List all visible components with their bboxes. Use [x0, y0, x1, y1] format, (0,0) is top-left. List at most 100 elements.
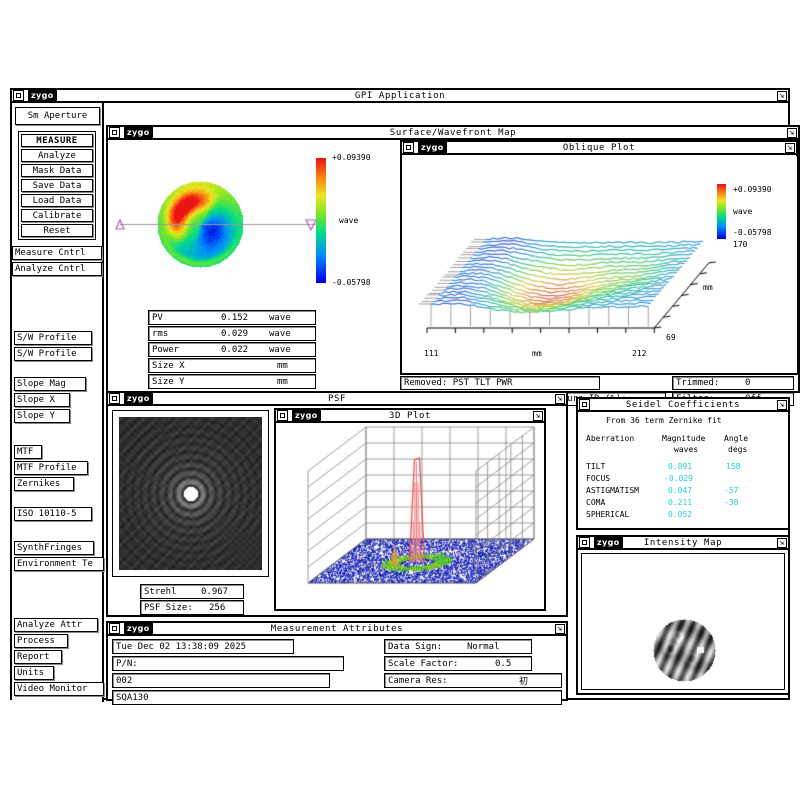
psf-zygo-logo: zygo [124, 393, 153, 404]
slope-mag-button[interactable]: Slope Mag [14, 377, 86, 391]
plot3d-titlebar[interactable]: zygo 3D Plot [276, 410, 544, 423]
environment-button[interactable]: Environment Te [14, 557, 104, 571]
units-button[interactable]: Units [14, 666, 54, 680]
oblique-plot-resize-icon[interactable] [785, 142, 795, 153]
seidel-window: Seidel Coefficients From 36 term Zernike… [576, 397, 790, 530]
surface-map-resize-icon[interactable] [787, 127, 797, 138]
synth-fringes-button[interactable]: SynthFringes [14, 541, 94, 555]
mtf-button[interactable]: MTF [14, 445, 42, 459]
intensity-map-system-menu-icon[interactable] [579, 537, 590, 548]
psf-system-menu-icon[interactable] [109, 393, 120, 404]
report-button[interactable]: Report [14, 650, 62, 664]
slope-y-button[interactable]: Slope Y [14, 409, 70, 423]
data-sign-field[interactable]: Data Sign: Normal [384, 639, 532, 654]
oblique-x-min-label: 111 [424, 349, 439, 358]
intensity-map-body[interactable] [578, 550, 788, 693]
seidel-titlebar[interactable]: Seidel Coefficients [578, 399, 788, 412]
trimmed-label: Trimmed: [676, 378, 720, 388]
oblique-plot-canvas-wrap[interactable] [403, 156, 797, 373]
timestamp-field[interactable]: Tue Dec 02 13:38:09 2025 [112, 639, 294, 654]
iso-10110-5-button[interactable]: ISO 10110-5 [14, 507, 92, 521]
scale-factor-field[interactable]: Scale Factor: 0.5 [384, 656, 532, 671]
scale-factor-label: Scale Factor: [388, 658, 459, 669]
process-button[interactable]: Process [14, 634, 68, 648]
save-data-button[interactable]: Save Data [21, 179, 93, 192]
surface-wavefront-map-window: zygo Surface/Wavefront Map +0.09390 wave… [106, 125, 800, 406]
stat-rms-unit: wave [269, 328, 291, 339]
intensity-map-titlebar[interactable]: zygo Intensity Map [578, 537, 788, 550]
seidel-row-astigmatism-magnitude: 0.047 [668, 486, 693, 495]
zygo-logo: zygo [28, 90, 57, 101]
analyze-cntrl-button[interactable]: Analyze Cntrl [12, 262, 102, 276]
stat-size-y[interactable]: Size Y mm [148, 374, 316, 389]
system-menu-icon[interactable] [13, 90, 24, 101]
surface-map-colorbar-unit: wave [339, 216, 359, 225]
part-number-label: P/N: [116, 658, 138, 669]
serial-field[interactable]: 002 [112, 673, 330, 688]
plot3d-resize-icon[interactable] [533, 410, 543, 421]
measure-cntrl-button[interactable]: Measure Cntrl [12, 246, 102, 260]
psf-size-field[interactable]: PSF Size: 256 [140, 600, 244, 615]
part-id-field[interactable]: SQA130 [112, 690, 562, 705]
stat-power-label: Power [152, 344, 180, 355]
meas-attr-system-menu-icon[interactable] [109, 623, 120, 634]
oblique-colorbar-max: +0.09390 [733, 185, 772, 194]
slope-x-button[interactable]: Slope X [14, 393, 70, 407]
trimmed-value: 0 [745, 378, 751, 388]
strehl-field[interactable]: Strehl 0.967 [140, 584, 244, 599]
surface-map-plot[interactable] [110, 142, 394, 307]
reset-button[interactable]: Reset [21, 224, 93, 237]
resize-icon[interactable] [777, 90, 787, 101]
zernikes-button[interactable]: Zernikes [14, 477, 74, 491]
sw-profile-button-1[interactable]: S/W Profile [14, 331, 92, 345]
sw-profile-button-2[interactable]: S/W Profile [14, 347, 92, 361]
seidel-row-spherical-name: SPHERICAL [586, 510, 630, 519]
mask-data-button[interactable]: Mask Data [21, 164, 93, 177]
plot3d-body[interactable] [276, 423, 544, 609]
oblique-plot-colorbar [717, 184, 726, 239]
intensity-map-resize-icon[interactable] [777, 537, 787, 548]
analyze-attr-button[interactable]: Analyze Attr [14, 618, 98, 632]
video-monitor-button[interactable]: Video Monitor [14, 682, 104, 696]
meas-attr-titlebar[interactable]: zygo Measurement Attributes [108, 623, 566, 636]
calibrate-button[interactable]: Calibrate [21, 209, 93, 222]
measure-button-group: MEASURE Analyze Mask Data Save Data Load… [18, 131, 96, 240]
plot3d-system-menu-icon[interactable] [277, 410, 288, 421]
psf-titlebar[interactable]: zygo PSF [108, 393, 566, 406]
psf-image[interactable] [112, 410, 269, 577]
strehl-label: Strehl [144, 586, 177, 597]
stat-size-y-label: Size Y [152, 376, 185, 387]
oblique-y-far-label: 69 [666, 333, 676, 342]
seidel-subtitle: From 36 term Zernike fit [606, 416, 722, 425]
stat-pv-label: PV [152, 312, 163, 323]
surface-map-system-menu-icon[interactable] [109, 127, 120, 138]
removed-field[interactable]: Removed: PST TLT PWR [400, 376, 600, 390]
oblique-depth-label: 170 [733, 240, 748, 249]
seidel-header-magnitude: Magnitude [662, 434, 706, 443]
stat-pv[interactable]: PV 0.152 wave [148, 310, 316, 325]
stat-power[interactable]: Power 0.022 wave [148, 342, 316, 357]
oblique-plot-system-menu-icon[interactable] [403, 142, 414, 153]
trimmed-field[interactable]: Trimmed: 0 [672, 376, 794, 390]
app-titlebar[interactable]: zygo GPI Application [12, 90, 788, 103]
psf-title: PSF [327, 393, 347, 404]
stat-rms[interactable]: rms 0.029 wave [148, 326, 316, 341]
psf-resize-icon[interactable] [555, 393, 565, 404]
measure-button[interactable]: MEASURE [21, 134, 93, 147]
oblique-plot-titlebar[interactable]: zygo Oblique Plot [402, 142, 796, 155]
seidel-resize-icon[interactable] [777, 399, 787, 410]
seidel-system-menu-icon[interactable] [579, 399, 590, 410]
sm-aperture-button[interactable]: Sm Aperture [15, 107, 100, 125]
psf-window: zygo PSF Strehl 0.967 PSF Size: 256 [106, 391, 568, 617]
oblique-x-unit-label: mm [532, 349, 542, 358]
stat-size-x[interactable]: Size X mm [148, 358, 316, 373]
analyze-button[interactable]: Analyze [21, 149, 93, 162]
load-data-button[interactable]: Load Data [21, 194, 93, 207]
seidel-row-spherical-magnitude: 0.052 [668, 510, 693, 519]
meas-attr-resize-icon[interactable] [555, 623, 565, 634]
surface-map-titlebar[interactable]: zygo Surface/Wavefront Map [108, 127, 798, 140]
mtf-profile-button[interactable]: MTF Profile [14, 461, 88, 475]
part-number-field[interactable]: P/N: [112, 656, 344, 671]
stat-rms-label: rms [152, 328, 169, 339]
camera-res-field[interactable]: Camera Res: 初 [384, 673, 562, 688]
